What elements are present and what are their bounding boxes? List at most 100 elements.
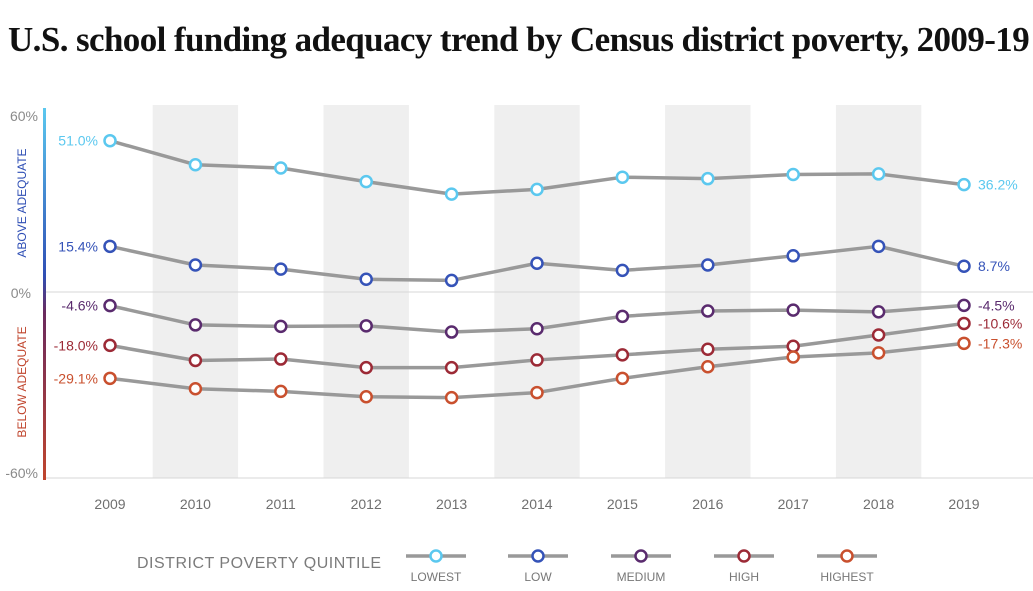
legend-title: DISTRICT POVERTY QUINTILE xyxy=(137,555,382,572)
data-point-lowest xyxy=(444,187,459,201)
data-point-highest xyxy=(444,390,459,405)
x-tick-label: 2009 xyxy=(94,496,125,512)
legend-marker xyxy=(429,549,443,563)
above-adequate-label: ABOVE ADEQUATE xyxy=(15,148,29,257)
y-tick-label-bottom: -60% xyxy=(5,465,38,481)
data-point-lowest xyxy=(359,174,373,189)
x-tick-label: 2013 xyxy=(436,496,467,512)
end-value-label: -10.6% xyxy=(978,315,1022,331)
data-point-high xyxy=(530,353,544,367)
data-point-low xyxy=(274,262,288,276)
x-tick-label: 2018 xyxy=(863,496,894,512)
data-point-high xyxy=(701,342,715,357)
data-point-medium xyxy=(188,318,203,332)
data-point-lowest xyxy=(871,167,886,181)
data-point-medium xyxy=(359,319,373,333)
data-point-low xyxy=(188,258,203,272)
data-point-high xyxy=(188,353,203,368)
data-point-high xyxy=(615,348,630,362)
legend-marker xyxy=(737,549,751,563)
legend-label-high: HIGH xyxy=(729,570,759,584)
data-point-lowest xyxy=(957,177,971,192)
data-point-lowest xyxy=(786,167,800,182)
data-point-high xyxy=(103,338,117,353)
below-adequate-label: BELOW ADEQUATE xyxy=(15,326,29,437)
legend-label-medium: MEDIUM xyxy=(617,570,666,584)
data-point-high xyxy=(871,328,886,342)
data-point-low xyxy=(359,272,373,286)
data-point-highest xyxy=(359,389,373,404)
data-point-medium xyxy=(444,325,459,339)
end-value-label: 8.7% xyxy=(978,258,1010,274)
start-value-label: 51.0% xyxy=(58,133,98,149)
data-point-medium xyxy=(701,304,715,318)
data-point-high xyxy=(786,339,800,354)
data-point-medium xyxy=(530,322,544,336)
data-point-low xyxy=(615,263,630,278)
data-point-highest xyxy=(701,360,715,374)
data-point-high xyxy=(957,316,971,331)
legend-label-low: LOW xyxy=(524,570,552,584)
end-value-label: -4.5% xyxy=(978,297,1015,313)
data-point-low xyxy=(957,259,971,273)
x-tick-label: 2019 xyxy=(948,496,979,512)
start-value-label: -4.6% xyxy=(61,298,98,314)
x-tick-label: 2011 xyxy=(266,496,296,512)
data-point-low xyxy=(786,249,800,263)
data-point-low xyxy=(103,239,117,254)
data-point-medium xyxy=(957,298,971,313)
data-point-highest xyxy=(274,384,288,399)
data-point-lowest xyxy=(103,133,117,148)
data-point-low xyxy=(530,256,544,270)
legend-marker xyxy=(531,549,545,563)
x-tick-label: 2010 xyxy=(180,496,211,512)
data-point-low xyxy=(701,258,715,272)
data-point-lowest xyxy=(701,171,715,186)
data-point-lowest xyxy=(274,161,288,175)
data-point-lowest xyxy=(188,157,203,172)
series-points xyxy=(103,133,971,405)
start-value-label: 15.4% xyxy=(58,238,98,254)
data-point-highest xyxy=(615,371,630,386)
data-point-low xyxy=(444,273,459,288)
x-tick-label: 2017 xyxy=(778,496,809,512)
x-tick-label: 2016 xyxy=(692,496,723,512)
data-point-high xyxy=(359,360,373,375)
data-point-medium xyxy=(786,303,800,317)
data-point-highest xyxy=(188,381,203,396)
data-point-high xyxy=(274,352,288,366)
y-tick-label-zero: 0% xyxy=(11,285,31,301)
data-point-medium xyxy=(871,305,886,319)
data-point-highest xyxy=(871,346,886,360)
data-point-medium xyxy=(615,309,630,324)
y-tick-label-top: 60% xyxy=(10,108,38,124)
chart-title: U.S. school funding adequacy trend by Ce… xyxy=(8,20,1030,59)
y-axis: 60% 0% -60% ABOVE ADEQUATE BELOW ADEQUAT… xyxy=(5,108,46,481)
data-point-lowest xyxy=(530,182,544,197)
end-value-label: -17.3% xyxy=(978,335,1022,351)
data-point-highest xyxy=(957,336,971,351)
value-labels: 51.0% 36.2% 15.4% 8.7% -4.6% -4.5% -18.0% -10.6… xyxy=(54,133,1023,387)
x-tick-label: 2014 xyxy=(521,496,552,512)
data-point-high xyxy=(444,360,459,375)
start-value-label: -29.1% xyxy=(54,370,98,386)
x-tick-label: 2012 xyxy=(351,496,382,512)
data-point-lowest xyxy=(615,170,630,184)
start-value-label: -18.0% xyxy=(54,337,98,353)
data-point-medium xyxy=(274,319,288,334)
x-axis-labels: 2009 2010 2011 2012 2013 2014 2015 2016 2017 2018… xyxy=(94,496,979,512)
legend-label-highest: HIGHEST xyxy=(820,570,874,584)
y-axis-bar xyxy=(43,108,46,480)
x-tick-label: 2015 xyxy=(607,496,638,512)
data-point-medium xyxy=(103,298,117,313)
legend-label-lowest: LOWEST xyxy=(411,570,462,584)
legend-marker xyxy=(634,549,648,563)
data-point-highest xyxy=(786,350,800,364)
data-point-highest xyxy=(103,371,117,386)
end-value-label: 36.2% xyxy=(978,177,1018,193)
data-point-low xyxy=(871,239,886,254)
data-point-highest xyxy=(530,385,544,400)
legend-marker xyxy=(840,549,854,563)
legend: LOWEST LOW MEDIUM HIGH HIGHEST xyxy=(406,549,877,584)
